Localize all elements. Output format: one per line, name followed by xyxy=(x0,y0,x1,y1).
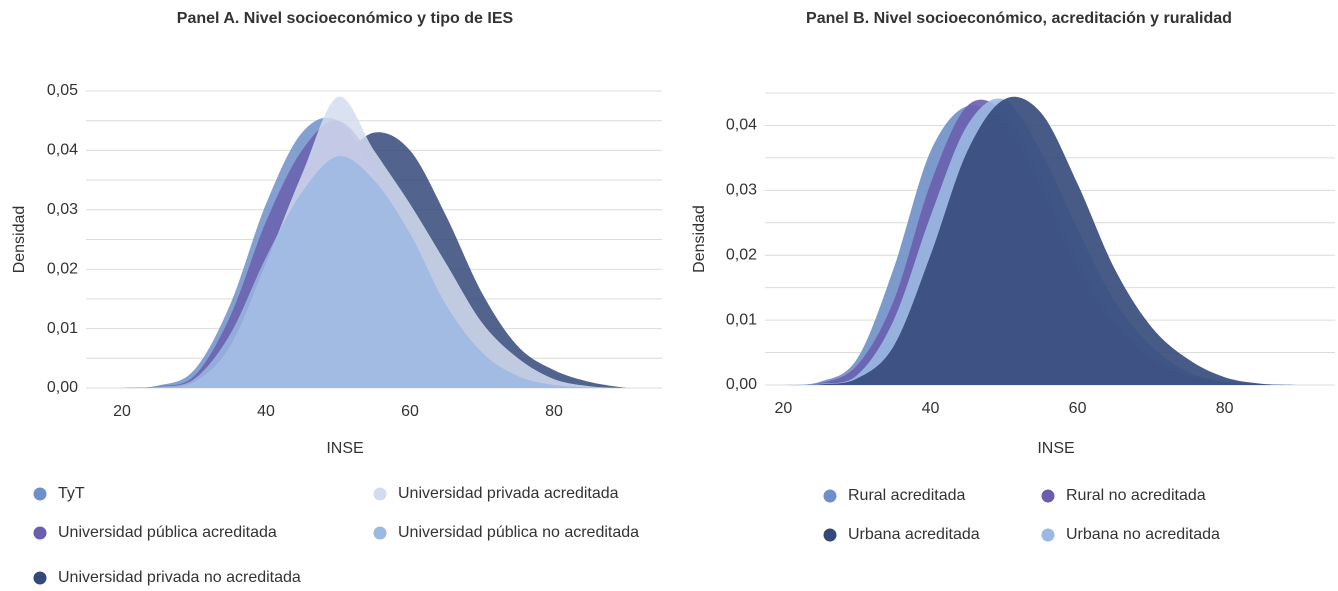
legend-swatch xyxy=(823,528,837,542)
y-tick-label: 0,03 xyxy=(726,182,757,199)
chart: Panel A. Nivel socioeconómico y tipo de … xyxy=(11,10,662,586)
legend-label: Universidad privada acreditada xyxy=(398,485,619,502)
legend-swatch xyxy=(33,526,47,540)
x-tick-label: 80 xyxy=(545,403,563,420)
x-tick-label: 40 xyxy=(257,403,275,420)
y-tick-label: 0,01 xyxy=(47,320,78,337)
y-axis-label: Densidad xyxy=(691,205,708,273)
legend-label: Universidad pública acreditada xyxy=(58,524,277,541)
x-axis-label: INSE xyxy=(326,440,363,457)
y-tick-label: 0,05 xyxy=(47,82,78,99)
x-axis-label: INSE xyxy=(1037,440,1074,457)
legend-label: TyT xyxy=(58,485,85,502)
legend-swatch xyxy=(33,487,47,501)
legend-swatch xyxy=(1041,489,1055,503)
legend-swatch xyxy=(373,526,387,540)
y-tick-label: 0,00 xyxy=(47,379,78,396)
y-tick-label: 0,00 xyxy=(726,376,757,393)
y-tick-label: 0,04 xyxy=(726,117,757,134)
x-tick-label: 60 xyxy=(1069,400,1087,417)
y-tick-label: 0,03 xyxy=(47,201,78,218)
chart: Panel B. Nivel socioeconómico, acreditac… xyxy=(691,10,1335,543)
x-tick-label: 60 xyxy=(401,403,419,420)
legend-swatch xyxy=(823,489,837,503)
y-tick-label: 0,02 xyxy=(47,260,78,277)
x-tick-label: 80 xyxy=(1216,400,1234,417)
y-axis-label: Densidad xyxy=(11,206,28,274)
legend-label: Urbana no acreditada xyxy=(1066,526,1220,543)
chart-title: Panel B. Nivel socioeconómico, acreditac… xyxy=(806,10,1232,27)
legend-swatch xyxy=(1041,528,1055,542)
legend-label: Universidad privada no acreditada xyxy=(58,569,301,586)
y-tick-label: 0,02 xyxy=(726,246,757,263)
legend-swatch xyxy=(373,487,387,501)
legend-swatch xyxy=(33,571,47,585)
legend-label: Rural acreditada xyxy=(848,487,966,504)
x-tick-label: 20 xyxy=(774,400,792,417)
x-tick-label: 40 xyxy=(922,400,940,417)
y-tick-label: 0,01 xyxy=(726,311,757,328)
x-tick-label: 20 xyxy=(113,403,131,420)
y-tick-label: 0,04 xyxy=(47,142,78,159)
legend-label: Rural no acreditada xyxy=(1066,487,1206,504)
chart-title: Panel A. Nivel socioeconómico y tipo de … xyxy=(177,10,514,27)
density-area xyxy=(783,96,1299,386)
density-area xyxy=(122,156,626,388)
legend-label: Urbana acreditada xyxy=(848,526,980,543)
legend-label: Universidad pública no acreditada xyxy=(398,524,639,541)
